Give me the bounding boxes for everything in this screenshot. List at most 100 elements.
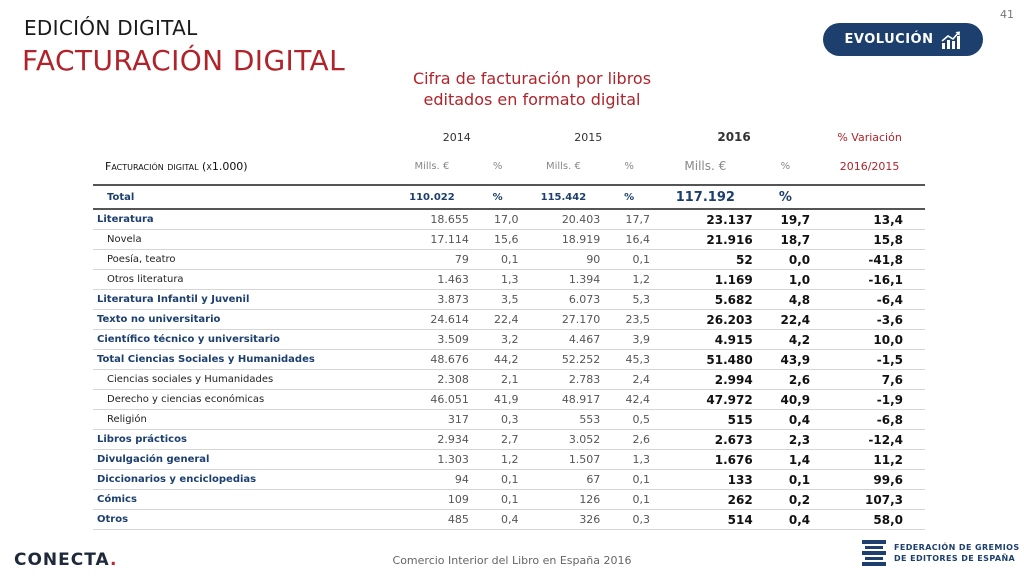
pct-2016: 4,8 xyxy=(756,289,815,310)
table-row: Ciencias sociales y Humanidades 2.308 2,1 2… xyxy=(93,369,925,390)
pct-2014: 44,2 xyxy=(472,349,523,370)
variation: -1,5 xyxy=(814,349,925,370)
value-2015: 20.403 xyxy=(522,209,605,230)
value-2014: 317 xyxy=(391,409,473,430)
variation: 7,6 xyxy=(814,369,925,390)
value-2014: 485 xyxy=(391,509,473,530)
value-2015: 2.783 xyxy=(522,369,605,390)
row-label: Divulgación general xyxy=(93,449,391,470)
value-2014: 110.022 xyxy=(391,185,473,210)
value-2014: 94 xyxy=(391,469,473,490)
table-row: Religión 317 0,3 553 0,5 515 0,4 -6,8 xyxy=(93,409,925,430)
value-2016: 51.480 xyxy=(653,349,757,370)
row-label: Científico técnico y universitario xyxy=(93,329,391,350)
value-2014: 2.308 xyxy=(391,369,473,390)
unit-header-row: Facturación digital (x1.000) Mills. € % … xyxy=(93,148,925,186)
variation: 58,0 xyxy=(814,509,925,530)
federation-emblem-icon xyxy=(862,540,886,566)
table-row: Otros 485 0,4 326 0,3 514 0,4 58,0 xyxy=(93,509,925,530)
pct-2015: 5,3 xyxy=(604,289,654,310)
value-2015: 52.252 xyxy=(522,349,605,370)
pct-2014: 0,3 xyxy=(472,409,523,430)
federation-text: FEDERACIÓN DE GREMIOS DE EDITORES DE ESP… xyxy=(894,542,1020,564)
value-2016: 133 xyxy=(653,469,757,490)
pct-2016: 2,3 xyxy=(756,429,815,450)
value-2014: 46.051 xyxy=(391,389,473,410)
value-2015: 4.467 xyxy=(522,329,605,350)
evolution-button[interactable]: EVOLUCIÓN xyxy=(823,23,983,56)
pct-2016: 18,7 xyxy=(756,229,815,250)
row-label: Ciencias sociales y Humanidades xyxy=(93,369,391,390)
value-2015: 67 xyxy=(522,469,605,490)
pct-2015: 0,3 xyxy=(604,509,654,530)
row-label: Total xyxy=(93,185,391,210)
value-2015: 6.073 xyxy=(522,289,605,310)
row-label: Literatura xyxy=(93,209,391,230)
pct-2014: 0,4 xyxy=(472,509,523,530)
pct-2014: 15,6 xyxy=(472,229,523,250)
row-label: Texto no universitario xyxy=(93,309,391,330)
unit-2016-pct: % xyxy=(756,148,815,186)
pct-2016: 0,0 xyxy=(756,249,815,270)
pct-2016: 40,9 xyxy=(756,389,815,410)
value-2016: 26.203 xyxy=(653,309,757,330)
value-2016: 1.676 xyxy=(653,449,757,470)
variation: -41,8 xyxy=(814,249,925,270)
value-2016: 47.972 xyxy=(653,389,757,410)
conecta-logo-text: CONECTA xyxy=(14,550,110,570)
pct-2014: 17,0 xyxy=(472,209,523,230)
variation: 15,8 xyxy=(814,229,925,250)
pct-2014: 0,1 xyxy=(472,489,523,510)
value-2016: 21.916 xyxy=(653,229,757,250)
value-2016: 52 xyxy=(653,249,757,270)
variation: -3,6 xyxy=(814,309,925,330)
footer-source: Comercio Interior del Libro en España 20… xyxy=(392,554,632,567)
pct-2015: 16,4 xyxy=(604,229,654,250)
pct-2014: 3,2 xyxy=(472,329,523,350)
table-row: Novela 17.114 15,6 18.919 16,4 21.916 18,7 15,8 xyxy=(93,229,925,250)
table-subtitle: Cifra de facturación por libros editados… xyxy=(382,68,682,110)
pct-2015: 0,1 xyxy=(604,489,654,510)
row-label: Cómics xyxy=(93,489,391,510)
unit-2015-pct: % xyxy=(604,148,654,186)
variation: 99,6 xyxy=(814,469,925,490)
value-2016: 4.915 xyxy=(653,329,757,350)
value-2015: 18.919 xyxy=(522,229,605,250)
table-row: Libros prácticos 2.934 2,7 3.052 2,6 2.673 2,3… xyxy=(93,429,925,450)
pct-2015: 3,9 xyxy=(604,329,654,350)
variation: -12,4 xyxy=(814,429,925,450)
table-row: Derecho y ciencias económicas 46.051 41,9 4… xyxy=(93,389,925,410)
pct-2016: 0,4 xyxy=(756,509,815,530)
subtitle-line-1: Cifra de facturación por libros xyxy=(412,69,652,88)
year-2015-header: 2015 xyxy=(574,130,603,144)
billing-table: 2014 2015 2016 % Variación Facturación d… xyxy=(93,126,925,530)
unit-2015-value: Mills. € xyxy=(522,148,605,186)
pct-2015: 17,7 xyxy=(604,209,654,230)
value-2014: 24.614 xyxy=(391,309,473,330)
value-2014: 2.934 xyxy=(391,429,473,450)
pct-2016: 0,4 xyxy=(756,409,815,430)
federation-line-1: FEDERACIÓN DE GREMIOS xyxy=(894,543,1020,552)
value-2014: 3.509 xyxy=(391,329,473,350)
table-row: Diccionarios y enciclopedias 94 0,1 67 0,1 13… xyxy=(93,469,925,490)
value-2016: 23.137 xyxy=(653,209,757,230)
value-2014: 109 xyxy=(391,489,473,510)
table-row: Literatura 18.655 17,0 20.403 17,7 23.137 19,7… xyxy=(93,209,925,230)
table-row: Total Ciencias Sociales y Humanidades 48.… xyxy=(93,349,925,370)
row-label: Derecho y ciencias económicas xyxy=(93,389,391,410)
pct-2016: 43,9 xyxy=(756,349,815,370)
page-number: 41 xyxy=(1000,8,1014,21)
value-2016: 514 xyxy=(653,509,757,530)
value-2015: 27.170 xyxy=(522,309,605,330)
value-2015: 126 xyxy=(522,489,605,510)
unit-2016-value: Mills. € xyxy=(653,148,757,186)
value-2016: 262 xyxy=(653,489,757,510)
federation-logo: FEDERACIÓN DE GREMIOS DE EDITORES DE ESP… xyxy=(862,540,1020,566)
variation: 11,2 xyxy=(814,449,925,470)
value-2014: 3.873 xyxy=(391,289,473,310)
table-row: Cómics 109 0,1 126 0,1 262 0,2 107,3 xyxy=(93,489,925,510)
pct-2015: 45,3 xyxy=(604,349,654,370)
pct-2016: 4,2 xyxy=(756,329,815,350)
pct-2016: % xyxy=(756,185,815,210)
value-2014: 1.303 xyxy=(391,449,473,470)
